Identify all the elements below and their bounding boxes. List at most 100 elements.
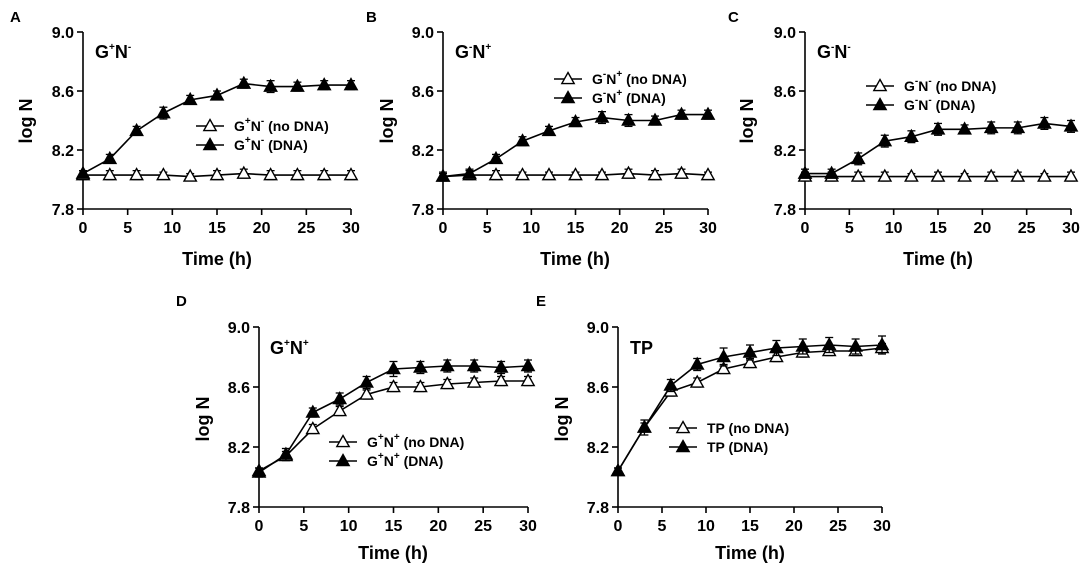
data-point-marker — [742, 344, 758, 358]
series-no-dna — [610, 340, 890, 477]
label-part: (DNA) — [725, 439, 769, 455]
legend-item: G-N+ (no DNA) — [554, 69, 687, 87]
label-text: TP (no DNA) — [707, 420, 789, 436]
data-point-marker — [568, 167, 583, 181]
series-no-dna — [75, 165, 359, 182]
data-point-marker — [439, 358, 455, 372]
label-part: (no DNA) — [725, 420, 790, 436]
legend: G-N- (no DNA)G-N- (DNA) — [866, 76, 996, 113]
title-part: + — [284, 338, 290, 349]
data-point-marker — [742, 355, 758, 369]
data-point-marker — [647, 112, 663, 126]
title-part: - — [469, 42, 472, 53]
label-text: G-N+ (no DNA) — [592, 69, 687, 87]
data-point-marker — [663, 377, 679, 391]
data-point-marker — [462, 165, 477, 179]
x-axis-title: Time (h) — [715, 543, 785, 563]
chart-panel-b: B 7.8 8.2 8.6 9.0 0 5 10 15 20 25 30 Time (h) log N G-… — [360, 0, 722, 290]
legend-item: G+N- (DNA) — [196, 135, 308, 153]
label-part: (no DNA) — [264, 118, 329, 134]
data-point-marker — [594, 167, 610, 181]
panel-title: G+N- — [95, 42, 131, 62]
data-point-marker — [541, 122, 557, 137]
label-text: G-N+ (DNA) — [592, 88, 666, 106]
label-part: G — [367, 453, 378, 469]
title-part: + — [109, 42, 115, 53]
label-part: - — [915, 95, 918, 106]
data-point-marker — [413, 359, 428, 373]
label-part: TP — [707, 420, 725, 436]
label-part: N — [606, 71, 616, 87]
y-tick-label: 8.2 — [228, 440, 250, 457]
label-part: + — [616, 88, 622, 99]
data-point-marker — [75, 165, 91, 179]
label-part: N — [918, 97, 928, 113]
data-point-marker — [332, 403, 348, 417]
label-part: TP — [707, 439, 725, 455]
label-part: N — [384, 453, 394, 469]
label-part: N — [251, 118, 261, 134]
x-tick-label: 0 — [801, 220, 810, 237]
data-point-marker — [795, 338, 811, 352]
data-point-marker — [930, 168, 946, 182]
data-point-marker — [1063, 168, 1079, 182]
x-tick-label: 10 — [163, 220, 181, 237]
y-tick-label: 9.0 — [412, 25, 434, 42]
data-point-marker — [716, 361, 731, 375]
x-axis-title: Time (h) — [182, 249, 252, 269]
legend: TP (no DNA)TP (DNA) — [669, 420, 789, 455]
x-tick-label: 10 — [885, 220, 903, 237]
data-point-marker — [877, 133, 893, 147]
legend: G+N+ (no DNA)G+N+ (DNA) — [329, 432, 464, 469]
x-tick-label: 0 — [79, 220, 88, 237]
label-part: (DNA) — [932, 97, 976, 113]
label-text: G-N- (no DNA) — [904, 76, 996, 94]
x-tick-label: 30 — [519, 518, 537, 535]
y-tick-label: 8.6 — [228, 380, 250, 397]
data-point-marker — [413, 379, 428, 393]
label-part: - — [261, 135, 264, 146]
data-point-marker — [493, 359, 509, 373]
series-dna — [251, 358, 536, 478]
label-part: N — [251, 137, 261, 153]
data-point-marker — [689, 374, 705, 388]
data-point-marker — [515, 133, 530, 147]
series-dna — [75, 75, 359, 179]
legend-marker — [335, 434, 351, 448]
data-point-marker — [541, 167, 557, 181]
label-part: + — [394, 451, 400, 462]
data-point-marker — [877, 168, 893, 182]
y-tick-label: 9.0 — [587, 320, 609, 337]
x-tick-label: 0 — [255, 518, 264, 535]
x-tick-label: 20 — [611, 220, 629, 237]
y-tick-label: 7.8 — [774, 202, 796, 219]
data-point-marker — [1037, 168, 1052, 182]
x-tick-label: 20 — [253, 220, 271, 237]
y-axis-title: log N — [552, 397, 572, 442]
data-point-marker — [129, 122, 144, 137]
data-point-marker — [621, 112, 636, 126]
data-point-marker — [874, 337, 890, 351]
x-tick-label: 10 — [340, 518, 358, 535]
data-point-marker — [343, 167, 359, 181]
series-dna — [610, 335, 890, 477]
label-part: N — [384, 434, 394, 450]
chart-panel-a: A 7.8 8.2 8.6 9.0 0 5 10 15 20 25 30 Time (h) log N G+… — [0, 0, 360, 290]
data-point-marker — [904, 128, 919, 142]
x-tick-label: 5 — [658, 518, 667, 535]
data-point-marker — [332, 391, 348, 405]
label-text: TP (DNA) — [707, 439, 768, 455]
y-tick-label: 8.2 — [774, 143, 796, 160]
y-tick-label: 7.8 — [412, 202, 434, 219]
title-part: + — [485, 42, 491, 53]
label-part: G — [592, 90, 603, 106]
title-part: TP — [630, 338, 653, 358]
legend-item: G-N+ (DNA) — [554, 88, 666, 106]
x-tick-label: 20 — [973, 220, 991, 237]
legend-marker — [560, 90, 576, 104]
data-point-marker — [182, 91, 198, 106]
legend-item: G+N+ (no DNA) — [329, 432, 464, 450]
label-part: - — [261, 116, 264, 127]
panel-title: G+N+ — [270, 338, 309, 358]
data-point-marker — [278, 446, 294, 460]
